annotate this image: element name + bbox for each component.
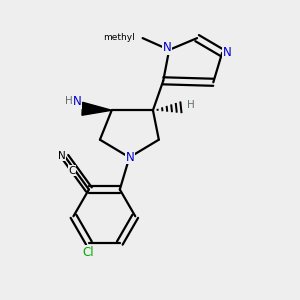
Text: H: H [65, 96, 73, 106]
Text: C: C [68, 166, 76, 176]
Text: N: N [223, 46, 232, 59]
Text: Cl: Cl [82, 246, 94, 259]
Text: N: N [162, 41, 171, 54]
Polygon shape [82, 102, 112, 115]
Text: N: N [73, 95, 81, 108]
Text: N: N [58, 151, 66, 161]
Text: H: H [187, 100, 194, 110]
Text: methyl: methyl [103, 33, 134, 42]
Text: N: N [126, 151, 134, 164]
